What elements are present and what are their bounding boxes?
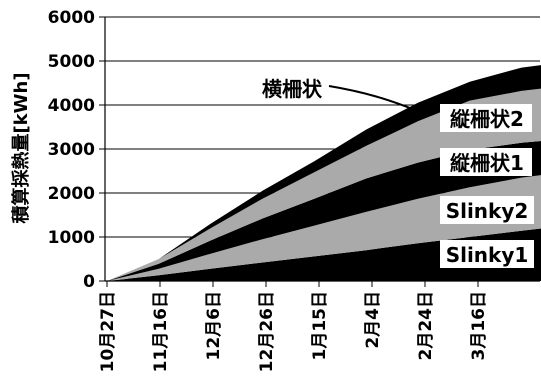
area-横柵状 bbox=[107, 65, 541, 281]
y-tick-label: 5000 bbox=[48, 52, 95, 72]
series-labels: Slinky1 Slinky2 縦柵状1 縦柵状2 横柵状 bbox=[262, 77, 534, 268]
x-tick-label: 12月6日 bbox=[204, 291, 224, 361]
x-tick-labels: 10月27日 11月16日 12月6日 12月26日 1月15日 2月4日 2月24日 3月1… bbox=[98, 291, 489, 372]
series-label-box bbox=[440, 148, 532, 176]
series-label-box bbox=[440, 104, 532, 132]
series-label: Slinky1 bbox=[446, 243, 529, 267]
area-Slinky1 bbox=[107, 228, 541, 281]
y-tick-label: 3000 bbox=[48, 140, 95, 160]
area-縦柵状2 bbox=[107, 88, 541, 281]
series-label: Slinky2 bbox=[446, 199, 529, 223]
x-tick-label: 3月16日 bbox=[469, 291, 489, 361]
x-tick-label: 10月27日 bbox=[98, 291, 118, 372]
series-label: 横柵状 bbox=[262, 77, 323, 101]
axes bbox=[99, 16, 540, 287]
series-label: 縦柵状1 bbox=[450, 151, 524, 175]
x-tick-label: 2月24日 bbox=[416, 291, 436, 361]
x-tick-label: 12月26日 bbox=[257, 291, 277, 372]
y-tick-label: 6000 bbox=[48, 8, 95, 28]
area-Slinky2 bbox=[107, 175, 541, 281]
x-tick-label: 1月15日 bbox=[310, 291, 330, 361]
x-tick-label: 2月4日 bbox=[363, 291, 383, 349]
y-axis-label: 積算採熱量[kWh] bbox=[10, 72, 32, 224]
y-tick-label: 0 bbox=[83, 272, 95, 292]
stacked-areas bbox=[107, 65, 541, 281]
y-tick-labels: 0 1000 2000 3000 4000 5000 6000 bbox=[48, 8, 95, 292]
y-tick-label: 1000 bbox=[48, 228, 95, 248]
leader-line bbox=[328, 85, 416, 111]
series-label-box bbox=[440, 196, 534, 224]
area-縦柵状1 bbox=[107, 141, 541, 281]
y-tick-label: 2000 bbox=[48, 184, 95, 204]
series-label: 縦柵状2 bbox=[450, 107, 524, 131]
y-tick-label: 4000 bbox=[48, 96, 95, 116]
series-label-box bbox=[440, 240, 534, 268]
x-tick-label: 11月16日 bbox=[151, 291, 171, 372]
